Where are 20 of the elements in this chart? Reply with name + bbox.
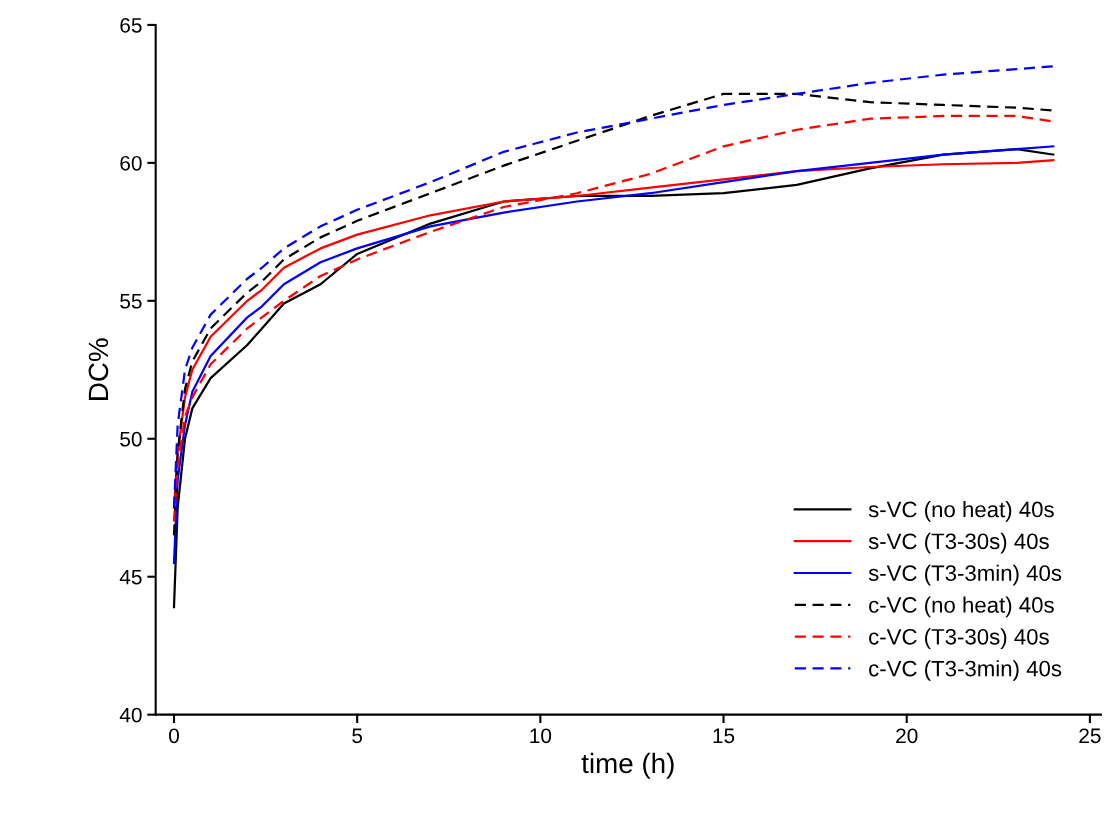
x-tick-label: 20 [896,728,918,744]
y-tick-label: 55 [120,294,142,309]
x-tick-label: 25 [1079,728,1101,744]
legend-label: s-VC (T3-30s) 40s [868,532,1049,554]
legend-label: c-VC (T3-3min) 40s [869,660,1062,681]
y-tick-label: 45 [119,569,142,585]
legend-label: c-VC (no heat) 40s [869,596,1054,618]
legend-label: s-VC (no heat) 40s [868,501,1054,522]
y-tick-label: 40 [119,707,142,723]
x-axis-title: time (h) [581,752,674,779]
x-tick-label: 0 [169,728,179,744]
x-tick-label: 15 [713,728,735,744]
y-tick-label: 60 [120,155,142,171]
x-tick-label: 10 [530,728,552,744]
y-axis-title: DC% [88,338,109,400]
legend-label: s-VC (T3-3min) 40s [868,564,1062,586]
legend-label: c-VC (T3-30s) 40s [869,628,1049,650]
y-tick-label: 50 [120,431,142,447]
y-tick-label: 65 [120,17,142,33]
x-tick-label: 5 [352,728,363,744]
